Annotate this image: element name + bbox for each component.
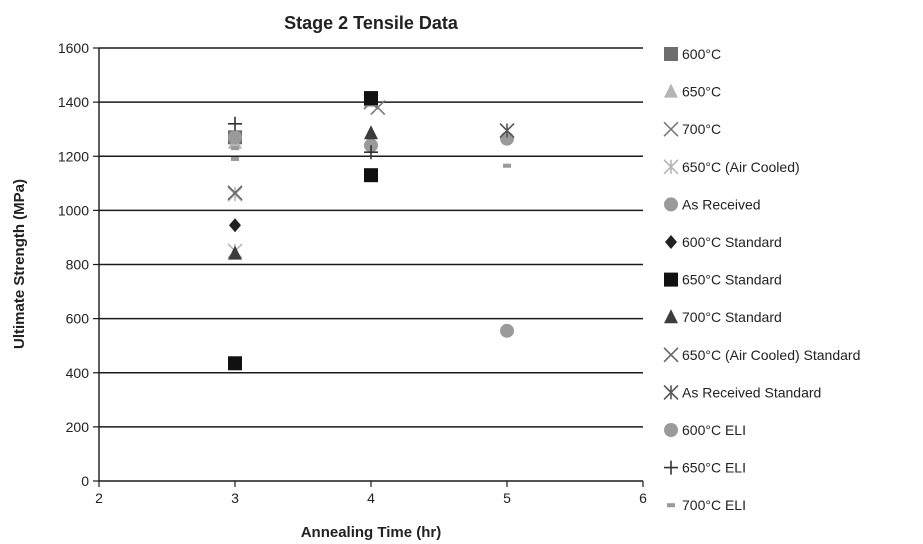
y-tick-label: 1200: [58, 148, 89, 164]
legend-marker: [664, 423, 678, 437]
legend-label: 650°C (Air Cooled): [682, 159, 800, 175]
data-point: [228, 116, 242, 131]
legend: 600°C 650°C 700°C 650°C (Air Cooled) As Rece…: [663, 46, 860, 513]
x-tick-label: 2: [95, 490, 103, 506]
legend-item: 650°C: [664, 83, 721, 100]
y-tick-label: 0: [81, 473, 89, 489]
legend-marker: [664, 83, 678, 98]
y-tick-label: 200: [66, 419, 90, 435]
x-axis-ticks: 2 3 4 5 6: [95, 481, 647, 506]
legend-item: As Received Standard: [663, 384, 821, 400]
legend-item: 600°C ELI: [664, 422, 746, 438]
legend-marker: [663, 121, 679, 137]
legend-marker: [663, 347, 679, 363]
legend-item: 700°C Standard: [664, 309, 782, 325]
data-point: [228, 245, 242, 260]
legend-label: As Received Standard: [682, 384, 821, 400]
legend-label: 600°C Standard: [682, 234, 782, 250]
legend-item: 600°C: [664, 46, 721, 62]
data-point: [229, 218, 241, 233]
y-tick-label: 1600: [58, 40, 89, 56]
legend-label: 650°C (Air Cooled) Standard: [682, 347, 860, 363]
x-tick-label: 5: [503, 490, 511, 506]
y-tick-label: 1000: [58, 202, 89, 218]
x-tick-label: 3: [231, 490, 239, 506]
data-point: [499, 122, 515, 139]
x-tick-label: 4: [367, 490, 375, 506]
legend-marker: [663, 384, 679, 400]
legend-label: 650°C: [682, 84, 721, 100]
legend-marker: [663, 159, 679, 175]
x-tick-label: 6: [639, 490, 647, 506]
legend-label: 650°C Standard: [682, 272, 782, 288]
legend-marker: [665, 235, 677, 249]
y-tick-label: 600: [66, 311, 90, 327]
legend-marker: [664, 272, 678, 287]
data-point: [364, 125, 378, 140]
data-point: [227, 185, 243, 201]
y-tick-label: 400: [66, 365, 90, 381]
legend-label: 650°C ELI: [682, 460, 746, 476]
legend-marker: [664, 197, 678, 212]
legend-item: 650°C ELI: [664, 460, 746, 476]
data-point: [364, 91, 378, 106]
legend-marker: [664, 460, 678, 475]
legend-marker: [664, 309, 678, 324]
legend-item: 700°C ELI: [667, 497, 746, 513]
legend-item: 600°C Standard: [665, 234, 782, 250]
legend-label: 600°C: [682, 46, 721, 62]
y-axis-ticks: 0 200 400 600 800 1000 1200 1400 1600: [58, 40, 99, 489]
legend-label: 700°C ELI: [682, 497, 746, 513]
legend-label: 600°C ELI: [682, 422, 746, 438]
data-points: [227, 91, 515, 371]
data-point: [364, 145, 378, 160]
x-axis-label: Annealing Time (hr): [301, 524, 442, 541]
legend-label: 700°C: [682, 121, 721, 137]
data-point: [227, 186, 243, 202]
legend-item: 650°C (Air Cooled): [663, 159, 800, 175]
legend-item: 650°C (Air Cooled) Standard: [663, 347, 860, 363]
y-axis-label: Ultimate Strength (MPa): [11, 179, 28, 349]
legend-item: 700°C: [663, 121, 721, 137]
legend-marker: [667, 503, 675, 508]
legend-marker: [664, 47, 678, 61]
legend-item: 650°C Standard: [664, 272, 782, 288]
data-point: [364, 168, 378, 183]
legend-item: As Received: [664, 196, 761, 212]
data-point: [503, 163, 511, 168]
legend-label: As Received: [682, 196, 761, 212]
legend-label: 700°C Standard: [682, 309, 782, 325]
y-tick-label: 800: [66, 257, 90, 273]
data-point: [228, 130, 242, 145]
data-point: [228, 356, 242, 371]
y-tick-label: 1400: [58, 94, 89, 110]
data-point: [231, 146, 239, 151]
chart-title: Stage 2 Tensile Data: [284, 13, 459, 33]
data-point: [231, 156, 239, 161]
data-point: [500, 323, 514, 338]
